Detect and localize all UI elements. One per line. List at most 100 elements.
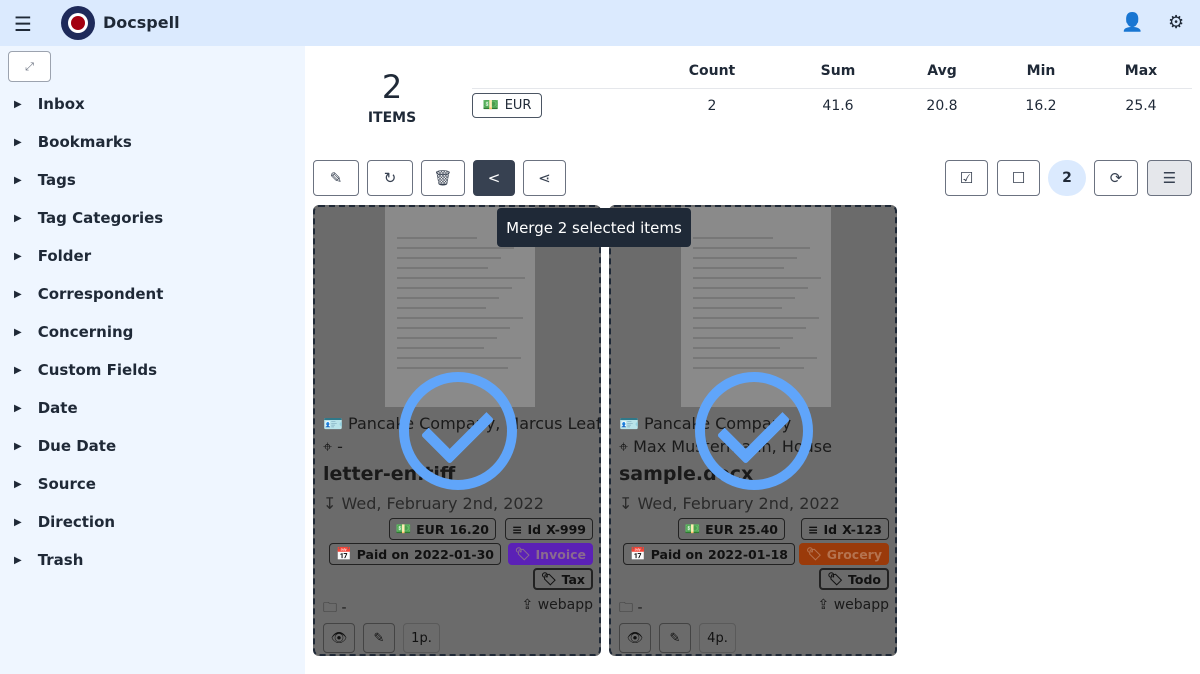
sidebar-item-custom-fields[interactable]: ▶ Custom Fields [14,361,157,379]
sidebar-item-label: Date [37,399,78,417]
select-none-button[interactable]: ☐ [997,160,1040,196]
amount-value: 16.20 [449,521,489,537]
folder: 🗀 - [323,597,347,621]
paid-label: Paid on [356,546,410,562]
val-avg: 20.8 [926,98,958,114]
reprocess-button[interactable]: ↻ [367,160,413,196]
paid-label: Paid on [650,546,704,562]
share-icon: ⋖ [538,169,551,187]
user-icon[interactable]: 👤 [1121,12,1144,33]
sidebar-item-due-date[interactable]: ▶ Due Date [14,437,116,455]
caret-right-icon: ▶ [14,174,22,186]
delete-button[interactable]: 🗑 [421,160,465,196]
concerning-text: - [337,437,343,456]
trash-icon: 🗑 [433,169,453,187]
items-count: 2 [381,68,403,106]
sidebar-item-label: Custom Fields [37,361,158,379]
tag-label[interactable]: 🏷 Invoice [507,543,593,565]
item-date: ↧ Wed, February 2nd, 2022 [619,494,840,513]
amount-field: 💵 EUR 16.20 [388,518,496,540]
sidebar-item-correspondent[interactable]: ▶ Correspondent [14,285,163,303]
edit-icon: ✎ [329,169,343,187]
sidebar-item-label: Direction [37,513,116,531]
caret-right-icon: ▶ [14,516,22,528]
redo-icon: ↻ [383,169,397,187]
id-value: X-123 [842,521,882,537]
select-all-button[interactable]: ☑ [945,160,988,196]
val-count: 2 [707,98,717,114]
sidebar-item-bookmarks[interactable]: ▶ Bookmarks [14,133,132,151]
arrow-down-icon: ↧ [619,494,633,513]
money-icon: 💵 [684,521,701,536]
items-label: ITEMS [367,110,417,126]
selected-check-icon [695,372,813,490]
share-button[interactable]: ⋖ [523,160,566,196]
sidebar-item-label: Bookmarks [37,133,132,151]
id-label: Id [527,521,542,537]
crosshairs-icon: ⌖ [619,437,629,456]
sidebar-item-inbox[interactable]: ▶ Inbox [14,95,85,113]
sidebar-item-folder[interactable]: ▶ Folder [14,247,91,265]
refresh-button[interactable]: ⟳ [1094,160,1138,196]
preview-button[interactable]: 👁 [323,623,355,653]
address-card-icon: 🪪 [619,414,639,433]
align-icon: ≡ [512,521,523,537]
amount-value: 25.40 [738,521,778,537]
merge-button[interactable]: < [473,160,515,196]
sidebar-item-date[interactable]: ▶ Date [14,399,78,417]
calendar-icon: 📅 [630,546,646,561]
page-count: 4p. [699,623,736,653]
edit-item-button[interactable]: ✎ [659,623,691,653]
paid-field: 📅 Paid on 2022-01-18 [623,543,795,565]
folder: 🗀 - [619,597,643,621]
folder-text: - [637,600,643,616]
expand-button[interactable]: ⤢ [8,51,51,82]
tag-label[interactable]: 🏷 Tax [532,568,593,590]
tag-icon: 🏷 [827,571,843,586]
sidebar-item-label: Correspondent [37,285,164,303]
caret-right-icon: ▶ [14,326,22,338]
sidebar-item-concerning[interactable]: ▶ Concerning [14,323,133,341]
preview-button[interactable]: 👁 [619,623,651,653]
sidebar-item-direction[interactable]: ▶ Direction [14,513,115,531]
select-mode-button[interactable]: ☰ [1147,160,1192,196]
sidebar-item-tags[interactable]: ▶ Tags [14,171,76,189]
page-count-text: 4p. [707,630,728,646]
sidebar-item-label: Inbox [37,95,85,113]
sidebar-item-label: Concerning [37,323,134,341]
caret-right-icon: ▶ [14,250,22,262]
tag-label[interactable]: 🏷 Todo [819,568,889,590]
sidebar-item-label: Due Date [37,437,117,455]
tag-label[interactable]: 🏷 Grocery [798,543,889,565]
settings-icon[interactable]: ⚙ [1168,12,1185,33]
sidebar-item-label: Tag Categories [37,209,164,227]
sidebar-item-trash[interactable]: ▶ Trash [14,551,83,569]
menu-icon[interactable]: ☰ [14,12,32,36]
item-card[interactable]: 🪪 Pancake Company, Marcus Leaf ⌖ - lette… [313,205,601,656]
edit-item-button[interactable]: ✎ [363,623,395,653]
sidebar-item-label: Tags [37,171,76,189]
tag-name: Invoice [535,546,586,562]
tag-name: Grocery [826,546,882,562]
tag-icon: 🏷 [805,546,822,561]
docspell-logo[interactable] [61,6,95,40]
edit-button[interactable]: ✎ [313,160,359,196]
currency-badge: 💵 EUR [472,93,542,118]
col-avg: Avg [927,63,957,79]
caret-right-icon: ▶ [14,98,22,110]
page-count-text: 1p. [411,630,432,646]
sidebar-item-tag-categories[interactable]: ▶ Tag Categories [14,209,163,227]
caret-right-icon: ▶ [14,364,22,376]
edit-icon: ✎ [373,630,385,646]
app-name: Docspell [103,13,180,32]
sidebar-item-source[interactable]: ▶ Source [14,475,96,493]
top-bar: ☰ Docspell 👤 ⚙ [0,0,1200,46]
sidebar-item-label: Folder [37,247,92,265]
id-field: ≡ Id X-123 [801,518,889,540]
folder-text: - [341,600,347,616]
selected-count: 2 [1048,160,1086,196]
val-sum: 41.6 [822,98,854,114]
upload-icon: ⇪ [521,597,534,613]
item-card[interactable]: 🪪 Pancake Company ⌖ Max Mustermann, Hous… [609,205,897,656]
paid-value: 2022-01-30 [414,546,494,562]
